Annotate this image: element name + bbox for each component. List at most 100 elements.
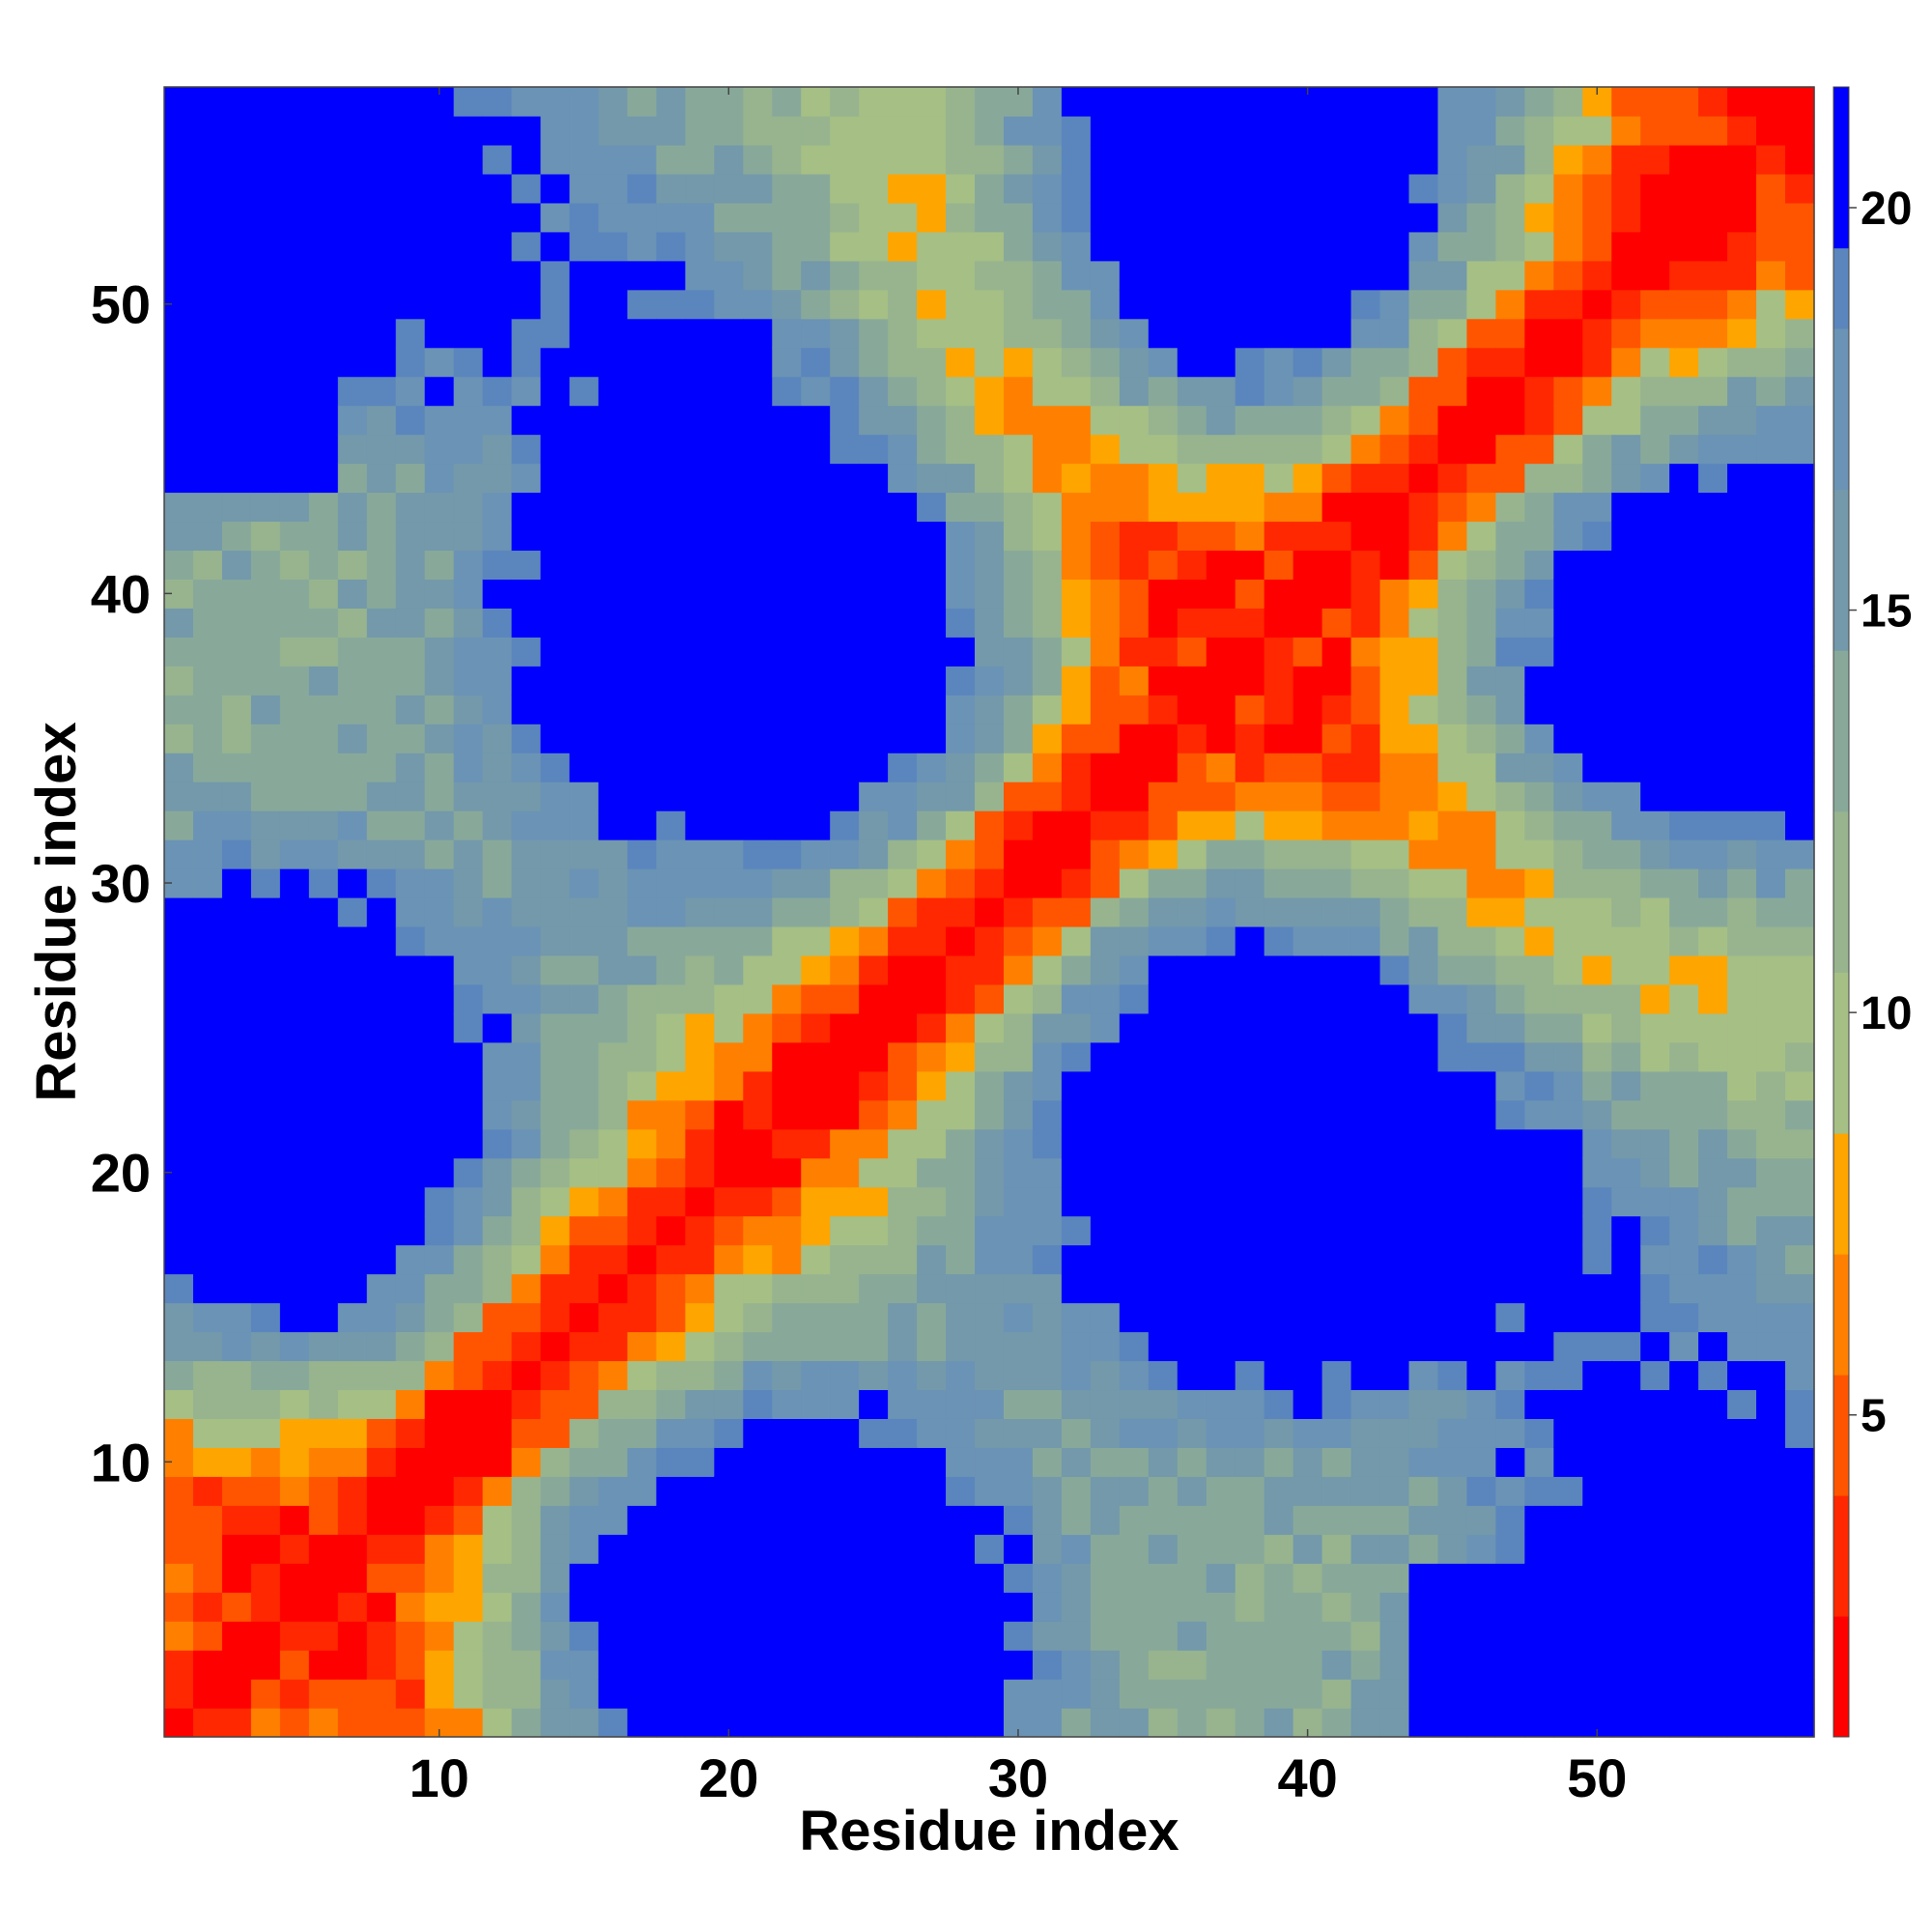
- heatmap-cell: [164, 1563, 194, 1593]
- heatmap-cell: [1350, 897, 1381, 927]
- heatmap-cell: [424, 173, 455, 204]
- heatmap-cell: [1611, 260, 1641, 291]
- heatmap-cell: [453, 318, 484, 349]
- heatmap-cell: [337, 376, 368, 407]
- heatmap-cell: [685, 1679, 715, 1709]
- heatmap-cell: [975, 347, 1005, 378]
- heatmap-cell: [1785, 260, 1815, 291]
- heatmap-cell: [453, 637, 484, 667]
- heatmap-cell: [1669, 868, 1699, 898]
- heatmap-cell: [1495, 521, 1525, 552]
- heatmap-cell: [830, 1070, 860, 1101]
- heatmap-cell: [1437, 925, 1468, 956]
- heatmap-cell: [1003, 1476, 1034, 1506]
- heatmap-cell: [1119, 1186, 1150, 1217]
- heatmap-cell: [1408, 550, 1439, 580]
- heatmap-cell: [888, 1244, 918, 1275]
- heatmap-cell: [1495, 1418, 1525, 1448]
- heatmap-cell: [424, 318, 455, 349]
- heatmap-cell: [1582, 1534, 1612, 1564]
- heatmap-cell: [1495, 173, 1525, 204]
- heatmap-cell: [1379, 1186, 1410, 1217]
- heatmap-cell: [801, 87, 831, 117]
- heatmap-cell: [1611, 550, 1641, 580]
- heatmap-cell: [1293, 1070, 1323, 1101]
- heatmap-cell: [569, 1708, 600, 1738]
- heatmap-cell: [250, 753, 281, 782]
- heatmap-cell: [1119, 87, 1150, 117]
- heatmap-cell: [569, 839, 600, 869]
- heatmap-cell: [1293, 144, 1323, 175]
- heatmap-cell: [1293, 1302, 1323, 1333]
- heatmap-cell: [598, 550, 629, 580]
- heatmap-cell: [1206, 1476, 1236, 1506]
- heatmap-cell: [453, 1302, 484, 1333]
- heatmap-cell: [511, 724, 542, 753]
- heatmap-cell: [1350, 608, 1381, 638]
- heatmap-cell: [1466, 550, 1496, 580]
- heatmap-cell: [1293, 1621, 1323, 1651]
- heatmap-cell: [308, 753, 339, 782]
- heatmap-cell: [801, 925, 831, 956]
- heatmap-cell: [1727, 1157, 1757, 1188]
- heatmap-cell: [1003, 144, 1034, 175]
- heatmap-cell: [1090, 144, 1121, 175]
- heatmap-cell: [250, 87, 281, 117]
- heatmap-cell: [772, 1650, 802, 1680]
- heatmap-cell: [975, 1505, 1005, 1535]
- heatmap-cell: [540, 318, 571, 349]
- heatmap-cell: [164, 1099, 194, 1130]
- heatmap-cell: [1669, 1621, 1699, 1651]
- heatmap-cell: [250, 1012, 281, 1043]
- heatmap-cell: [627, 1128, 657, 1159]
- heatmap-cell: [1235, 260, 1265, 291]
- heatmap-cell: [975, 1012, 1005, 1043]
- heatmap-cell: [1032, 1099, 1063, 1130]
- heatmap-cell: [1293, 1418, 1323, 1448]
- heatmap-cell: [1524, 289, 1554, 320]
- heatmap-cell: [1466, 868, 1496, 898]
- heatmap-cell: [1350, 1157, 1381, 1188]
- heatmap-cell: [1177, 579, 1208, 609]
- heatmap-cell: [1466, 1650, 1496, 1680]
- heatmap-cell: [337, 550, 368, 580]
- heatmap-cell: [540, 579, 571, 609]
- heatmap-cell: [1553, 724, 1583, 753]
- heatmap-cell: [1553, 1476, 1583, 1506]
- heatmap-cell: [1090, 724, 1121, 753]
- heatmap-cell: [1379, 695, 1410, 724]
- heatmap-cell: [1379, 376, 1410, 407]
- heatmap-cell: [1264, 1331, 1294, 1362]
- heatmap-cell: [714, 608, 744, 638]
- heatmap-cell: [1264, 1447, 1294, 1477]
- heatmap-cell: [772, 1563, 802, 1593]
- heatmap-cell: [830, 434, 860, 465]
- heatmap-cell: [1611, 925, 1641, 956]
- heatmap-cell: [685, 1099, 715, 1130]
- heatmap-cell: [1785, 434, 1815, 465]
- heatmap-cell: [1640, 1476, 1670, 1506]
- heatmap-cell: [221, 637, 252, 667]
- heatmap-cell: [1408, 695, 1439, 724]
- heatmap-cell: [1640, 925, 1670, 956]
- heatmap-cell: [1727, 1360, 1757, 1391]
- heatmap-cell: [424, 521, 455, 552]
- heatmap-cell: [743, 868, 773, 898]
- heatmap-cell: [1293, 376, 1323, 407]
- heatmap-cell: [1032, 202, 1063, 233]
- heatmap-cell: [1003, 1041, 1034, 1072]
- heatmap-cell: [569, 1476, 600, 1506]
- heatmap-cell: [1466, 1157, 1496, 1188]
- heatmap-cell: [830, 1447, 860, 1477]
- heatmap-cell: [1264, 231, 1294, 262]
- heatmap-cell: [917, 318, 947, 349]
- heatmap-cell: [1466, 637, 1496, 667]
- heatmap-cell: [743, 897, 773, 927]
- heatmap-cell: [1090, 1099, 1121, 1130]
- heatmap-cell: [627, 954, 657, 985]
- heatmap-cell: [1090, 87, 1121, 117]
- heatmap-cell: [743, 550, 773, 580]
- heatmap-cell: [1177, 318, 1208, 349]
- heatmap-cell: [859, 1273, 889, 1304]
- heatmap-cell: [1611, 231, 1641, 262]
